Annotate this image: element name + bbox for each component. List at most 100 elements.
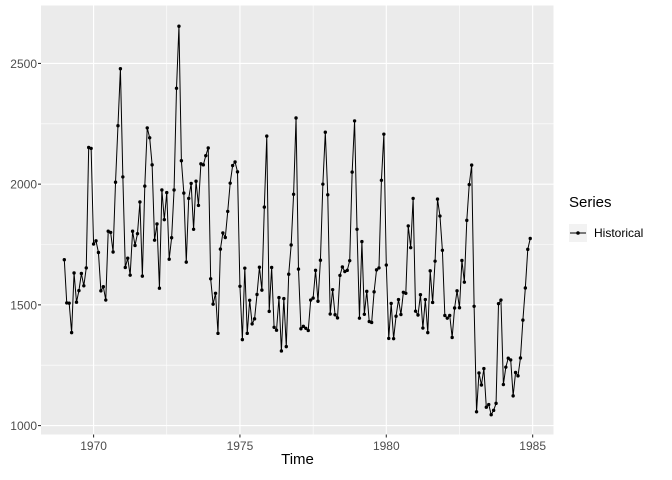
data-point <box>521 318 525 322</box>
data-point <box>252 317 257 321</box>
y-tick-label-1500: 1500 <box>10 298 37 312</box>
data-point <box>84 266 88 270</box>
data-point <box>408 245 413 250</box>
data-point <box>152 238 157 242</box>
data-point <box>277 295 281 300</box>
data-point <box>484 405 489 409</box>
data-point <box>516 374 520 378</box>
data-point <box>365 289 369 294</box>
data-point <box>440 248 445 252</box>
data-point <box>501 382 506 387</box>
data-point <box>157 286 162 290</box>
legend-title: Series <box>569 194 612 211</box>
x-axis-title: Time <box>281 451 314 468</box>
data-point <box>526 247 530 252</box>
data-point <box>116 124 120 128</box>
data-point <box>67 301 71 305</box>
data-point <box>321 182 325 186</box>
data-point <box>326 193 330 197</box>
data-point <box>477 371 481 375</box>
data-point <box>435 197 440 201</box>
data-point <box>274 328 279 332</box>
data-point <box>128 273 132 277</box>
data-point <box>362 312 367 316</box>
data-point <box>377 266 381 270</box>
data-point <box>433 259 437 263</box>
data-point <box>450 335 454 340</box>
data-point <box>294 116 298 120</box>
data-point <box>369 320 374 325</box>
x-tick-label-1975: 1975 <box>227 439 254 453</box>
data-point <box>411 196 415 201</box>
data-point <box>201 163 206 167</box>
data-point <box>182 191 186 195</box>
data-point <box>121 175 125 179</box>
data-point <box>308 298 313 302</box>
data-point <box>443 313 447 318</box>
data-point <box>423 297 428 302</box>
data-point <box>238 284 242 288</box>
data-point <box>382 132 386 136</box>
data-point <box>213 291 218 295</box>
data-point <box>460 258 464 263</box>
data-point <box>296 267 301 271</box>
legend-glyph-line-point-icon <box>570 231 586 235</box>
data-point <box>262 205 267 209</box>
data-point <box>79 271 84 276</box>
data-point <box>489 413 493 417</box>
data-point <box>479 383 484 387</box>
data-point <box>143 184 147 188</box>
data-point <box>469 163 474 167</box>
data-point <box>387 336 391 341</box>
data-point <box>187 196 191 201</box>
data-point <box>104 298 108 302</box>
data-point <box>428 269 432 273</box>
data-point <box>147 136 152 140</box>
data-point <box>150 163 154 167</box>
data-point <box>272 325 276 330</box>
data-point <box>140 274 145 278</box>
data-point <box>72 271 76 275</box>
legend-item-label: Historical <box>594 226 644 240</box>
data-point <box>279 349 284 353</box>
data-point <box>465 218 469 223</box>
data-point <box>228 181 232 185</box>
data-point <box>418 293 423 297</box>
data-point <box>328 312 332 316</box>
data-point <box>265 134 269 138</box>
data-point <box>426 330 430 335</box>
data-point <box>513 370 518 375</box>
data-point <box>306 328 310 333</box>
data-point <box>394 314 398 318</box>
data-point <box>345 268 349 273</box>
data-point <box>101 285 106 289</box>
data-point <box>389 301 393 306</box>
data-point <box>223 235 227 240</box>
data-point <box>130 229 135 233</box>
data-point <box>518 356 523 360</box>
data-point <box>391 336 396 341</box>
data-point <box>404 291 408 295</box>
data-point <box>472 304 476 309</box>
x-tick-label-1985: 1985 <box>519 439 546 453</box>
data-point <box>91 242 96 246</box>
data-point <box>330 287 335 292</box>
data-point <box>126 256 130 260</box>
data-point <box>240 337 245 342</box>
data-point <box>291 192 296 196</box>
data-point <box>357 316 362 320</box>
data-point <box>340 265 345 269</box>
data-point <box>65 301 69 305</box>
data-point <box>169 236 174 240</box>
legend: Series Historical <box>569 194 643 242</box>
data-point <box>194 179 198 183</box>
data-point <box>96 250 101 255</box>
data-point <box>457 306 462 310</box>
data-point <box>335 316 340 320</box>
data-point <box>174 86 179 91</box>
data-point <box>396 297 401 302</box>
data-point <box>99 289 103 293</box>
data-point <box>167 257 171 261</box>
data-point <box>155 222 159 226</box>
